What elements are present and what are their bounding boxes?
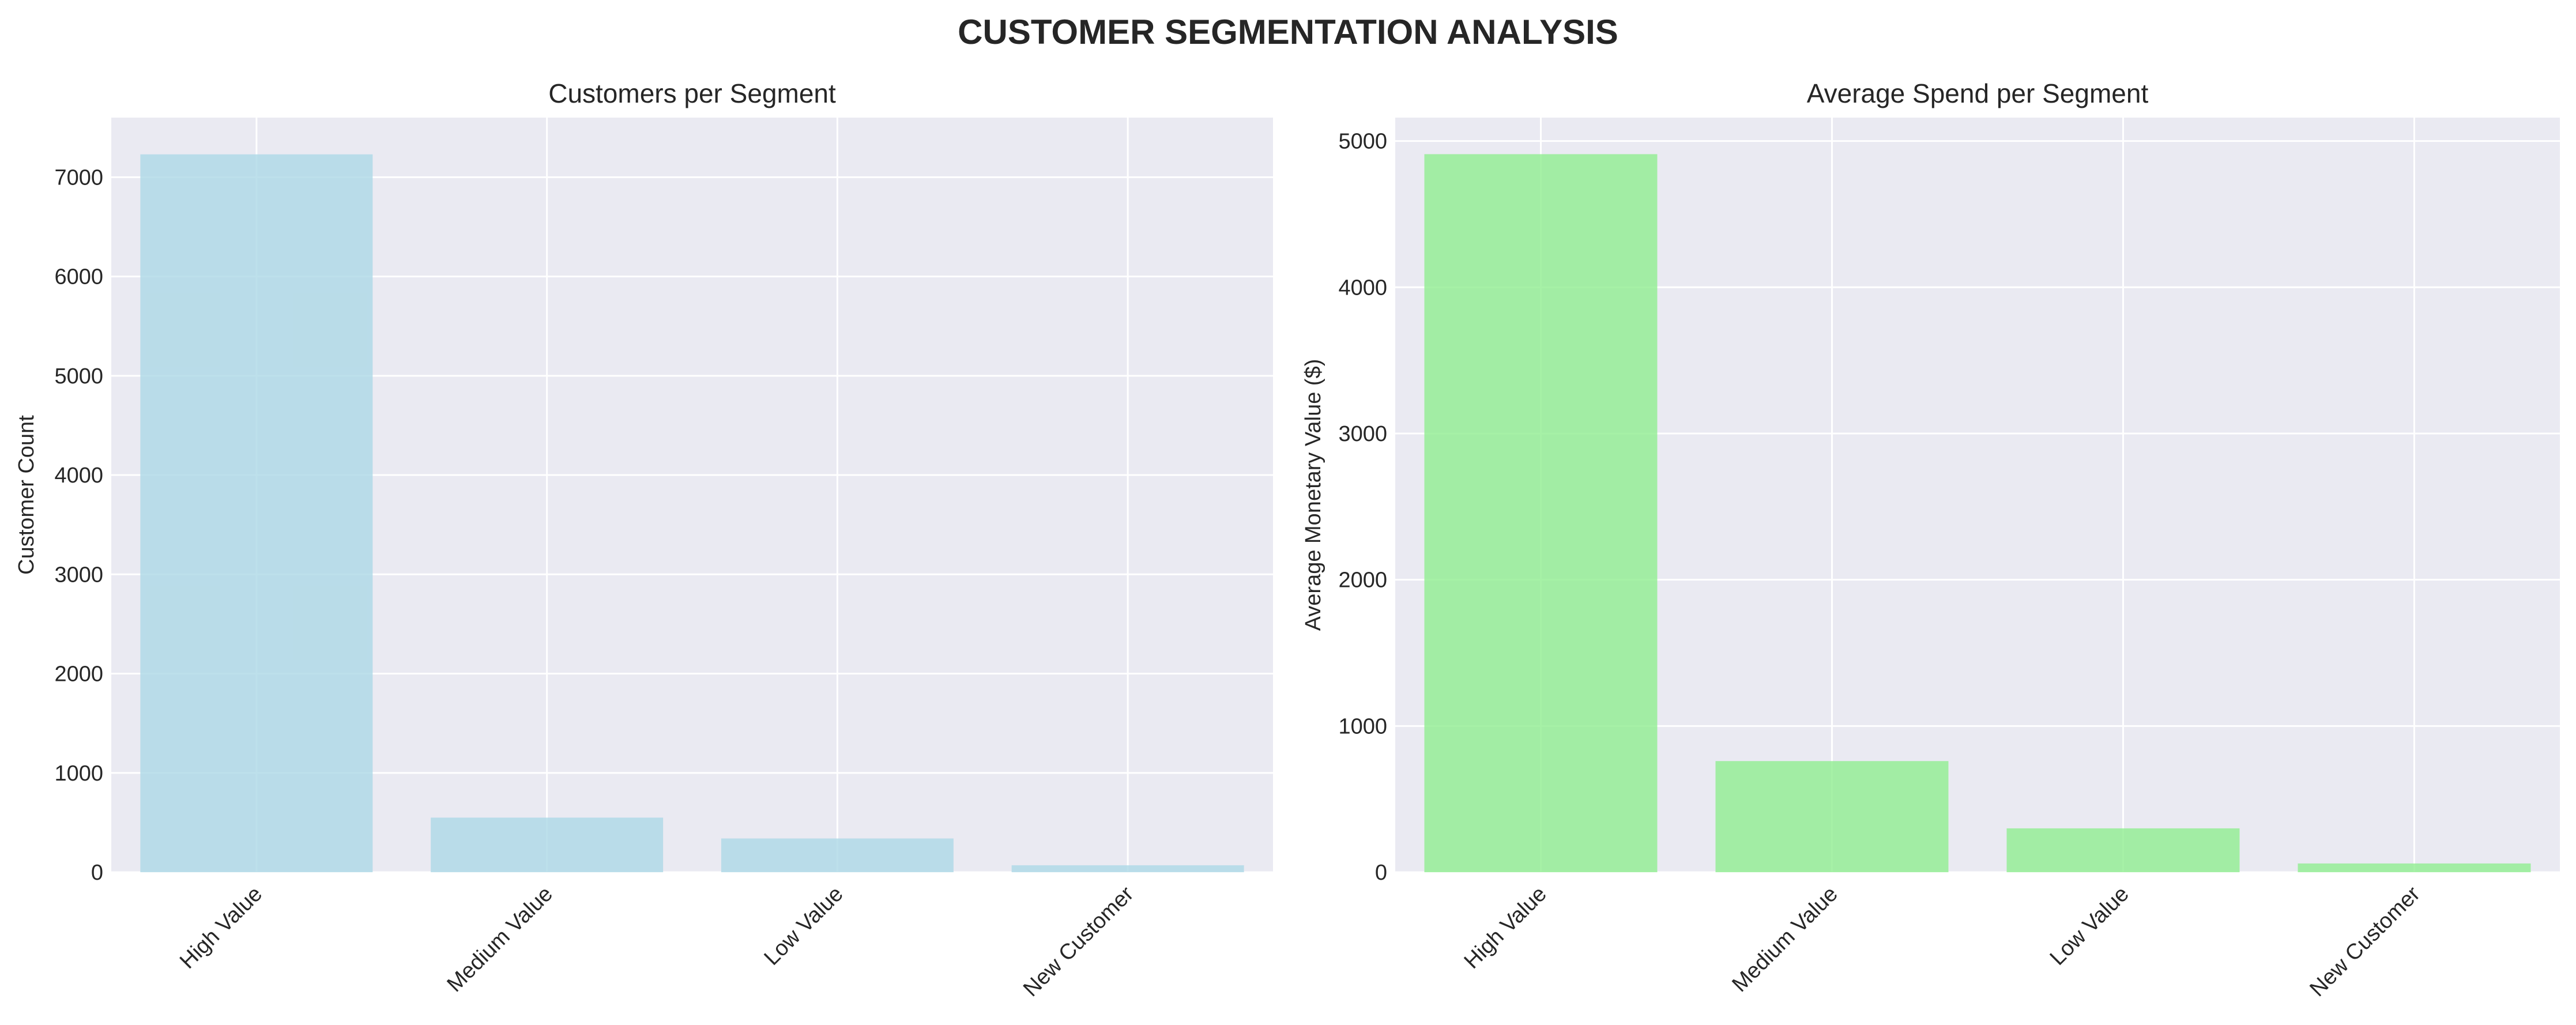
y-tick-label: 5000 [54, 364, 103, 389]
y-tick-label: 3000 [54, 563, 103, 587]
bar-high-value [1424, 154, 1658, 872]
bar-medium-value [1715, 761, 1949, 872]
y-tick-label: 4000 [1338, 276, 1387, 300]
y-tick-label: 2000 [1338, 568, 1387, 593]
y-tick-label: 1000 [54, 762, 103, 786]
bar-new-customer [1011, 865, 1244, 872]
x-tick-label: Low Value [2046, 882, 2134, 970]
y-axis-label: Average Monetary Value ($) [1301, 359, 1325, 631]
x-tick-label: High Value [1460, 882, 1551, 974]
y-tick-label: 0 [1375, 861, 1387, 885]
chart-customers-per-segment: 0 1000 2000 3000 4000 5000 6000 7000 High Value… [14, 78, 1273, 1001]
x-tick-label: New Customer [1019, 881, 1139, 1001]
chart-average-spend-per-segment: 0 1000 2000 3000 4000 5000 High Value Medium V… [1301, 78, 2560, 1001]
bar-medium-value [431, 817, 664, 872]
x-tick-label: Medium Value [443, 882, 558, 997]
chart-title: Customers per Segment [548, 78, 836, 108]
y-tick-label: 2000 [54, 662, 103, 687]
y-tick-label: 5000 [1338, 130, 1387, 154]
y-tick-label: 0 [91, 861, 103, 885]
x-tick-label: High Value [175, 882, 267, 974]
chart-title: Average Spend per Segment [1807, 78, 2149, 108]
y-tick-label: 1000 [1338, 714, 1387, 738]
bar-low-value [2006, 828, 2240, 872]
bar-high-value [140, 154, 373, 872]
bar-new-customer [2298, 863, 2531, 872]
y-tick-label: 4000 [54, 463, 103, 488]
bar-low-value [721, 838, 954, 872]
x-tick-label: Medium Value [1727, 882, 1842, 997]
y-tick-label: 3000 [1338, 422, 1387, 446]
y-tick-label: 7000 [54, 165, 103, 190]
x-tick-label: Low Value [760, 882, 848, 970]
y-tick-label: 6000 [54, 265, 103, 289]
x-tick-label: New Customer [2305, 881, 2425, 1001]
y-axis-label: Customer Count [14, 415, 39, 575]
figure-title: CUSTOMER SEGMENTATION ANALYSIS [958, 13, 1618, 51]
